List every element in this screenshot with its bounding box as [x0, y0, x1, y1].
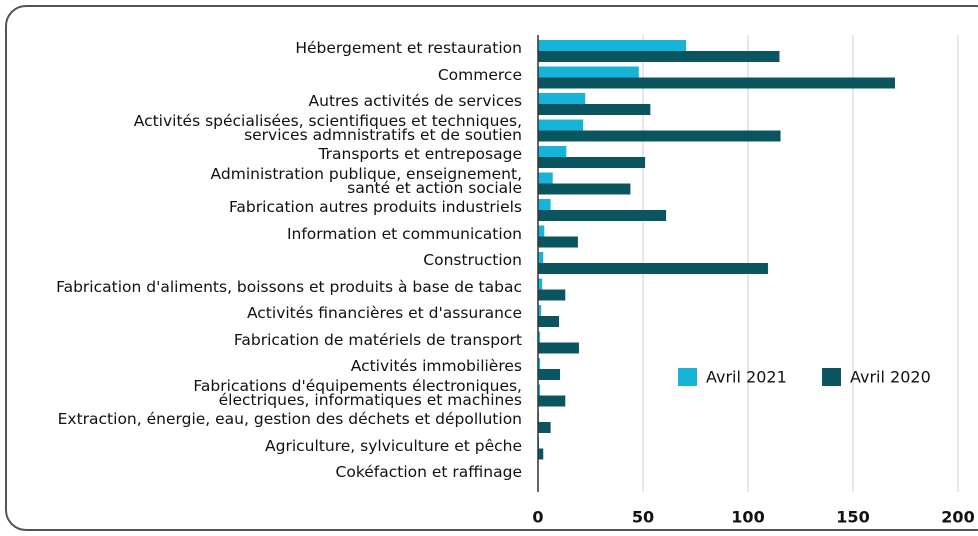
- bar: [538, 422, 551, 433]
- bar: [538, 199, 551, 210]
- bar: [538, 157, 646, 168]
- bar: [538, 342, 579, 354]
- bar: [538, 183, 631, 195]
- bar: [538, 146, 567, 157]
- bar: [538, 77, 895, 89]
- bar: [538, 225, 545, 237]
- bar: [538, 384, 541, 396]
- bar: [538, 130, 781, 142]
- category-label: Fabrication de matériels de transport: [233, 330, 522, 349]
- bar: [538, 369, 561, 380]
- legend-swatch: [822, 368, 841, 386]
- bar: [538, 104, 651, 115]
- category-label: Hébergement et restauration: [295, 39, 522, 57]
- category-label: Construction: [423, 251, 522, 269]
- bar: [538, 278, 543, 290]
- bar: [538, 358, 541, 369]
- bar: [538, 448, 544, 460]
- category-label: Agriculture, sylviculture et pêche: [265, 436, 522, 455]
- bar: [538, 66, 639, 78]
- category-label: Extraction, énergie, eau, gestion des dé…: [57, 410, 522, 428]
- bar: [538, 51, 780, 62]
- category-label: Administration publique, enseignement, s…: [210, 164, 522, 197]
- bar: [538, 236, 578, 248]
- legend-label: Avril 2020: [850, 368, 931, 387]
- bar: [538, 93, 586, 104]
- x-tick-label: 50: [632, 508, 654, 527]
- category-label: Autres activités de services: [308, 92, 522, 110]
- x-tick-label: 200: [941, 508, 974, 527]
- category-label: Fabrication autres produits industriels: [228, 198, 522, 216]
- bar: [538, 331, 541, 343]
- bar: [538, 252, 544, 263]
- category-label: Fabrication d'aliments, boissons et prod…: [56, 277, 522, 296]
- bar: [538, 172, 553, 184]
- category-label: Commerce: [437, 65, 522, 84]
- legend-swatch: [678, 368, 697, 386]
- bar: [538, 40, 687, 51]
- bar: [538, 119, 584, 131]
- bar: [538, 210, 667, 221]
- bar: [538, 305, 542, 316]
- category-label: Transports et entreposage: [318, 145, 522, 163]
- x-tick-label: 100: [731, 508, 764, 527]
- x-tick-label: 0: [532, 508, 543, 527]
- category-label: Fabrications d'équipements électroniques…: [193, 376, 522, 409]
- category-label: Cokéfaction et raffinage: [335, 463, 522, 481]
- frame: [5, 5, 978, 531]
- bar: [538, 263, 768, 274]
- bar: [538, 395, 566, 407]
- category-label: Information et communication: [286, 224, 522, 243]
- legend-label: Avril 2021: [706, 368, 787, 387]
- bar: [538, 316, 559, 327]
- x-tick-label: 150: [836, 508, 869, 527]
- bar: [538, 289, 566, 301]
- category-label: Activités financières et d'assurance: [246, 304, 522, 322]
- category-label: Activités spécialisées, scientifiques et…: [133, 111, 522, 144]
- category-label: Activités immobilières: [350, 357, 522, 375]
